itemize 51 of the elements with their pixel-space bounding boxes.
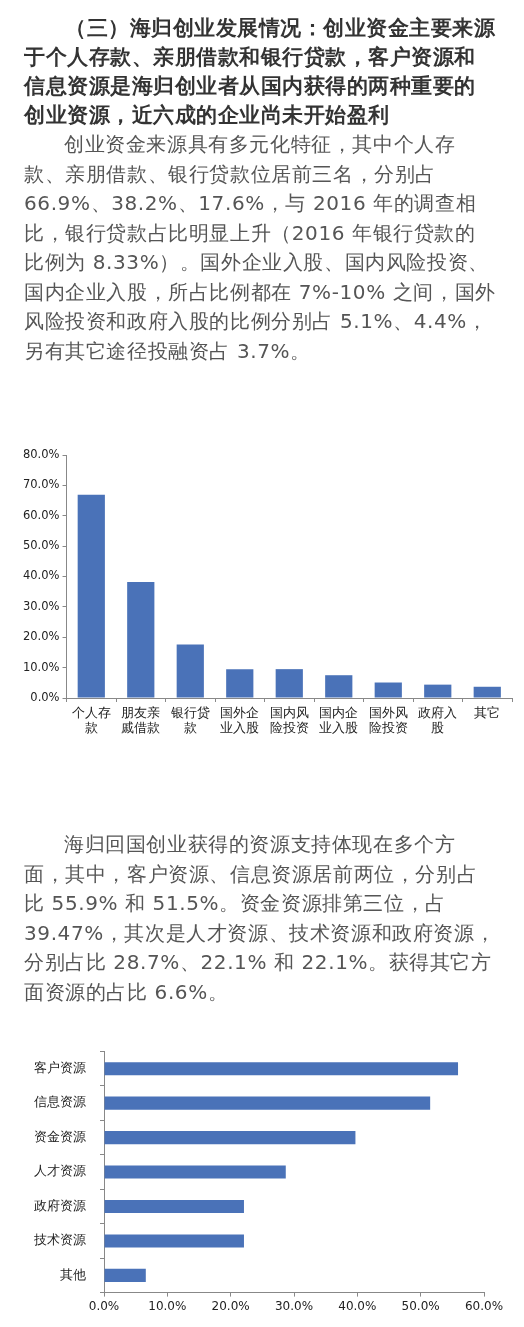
y-tick-label: 70.0% [22, 477, 60, 492]
bar [275, 669, 303, 698]
x-tick-label: 40.0% [338, 1298, 377, 1313]
x-tick-label: 银行贷款 [169, 704, 210, 735]
bar [374, 682, 402, 698]
y-tick-label: 资金资源 [34, 1128, 86, 1144]
bar [226, 669, 254, 698]
x-tick-label: 国外风险投资 [368, 704, 408, 735]
bar [127, 581, 155, 698]
y-tick-label: 10.0% [22, 659, 60, 674]
bar [104, 1062, 459, 1076]
bar [325, 675, 353, 698]
bar [104, 1199, 244, 1214]
x-tick-label: 50.0% [401, 1298, 440, 1313]
x-tick-label: 国内风险投资 [269, 704, 309, 735]
bar [104, 1096, 431, 1110]
y-tick-label: 信息资源 [34, 1094, 86, 1110]
x-tick-label: 0.0% [88, 1298, 120, 1313]
bar [424, 684, 452, 698]
y-tick-label: 20.0% [22, 629, 60, 644]
y-tick-label: 人才资源 [34, 1163, 86, 1179]
bar [473, 686, 501, 698]
bar [176, 644, 204, 698]
bar [104, 1234, 244, 1248]
y-tick-label: 技术资源 [33, 1232, 86, 1248]
y-tick-label: 其他 [60, 1266, 86, 1282]
y-tick-label: 60.0% [22, 507, 60, 522]
y-tick-label: 40.0% [22, 568, 60, 583]
x-tick-label: 60.0% [464, 1298, 504, 1313]
x-tick-label: 国外企业入股 [220, 704, 260, 735]
y-tick-label: 0.0% [30, 689, 60, 704]
x-tick-label: 朋友亲戚借款 [121, 704, 161, 735]
bar [104, 1268, 146, 1282]
x-tick-label: 国内企业入股 [319, 704, 359, 735]
bar [77, 494, 105, 698]
y-tick-label: 50.0% [22, 538, 60, 553]
bar [104, 1165, 286, 1179]
x-tick-label: 30.0% [274, 1298, 314, 1313]
text: 创业资金来源具有多元化特征，其中个人存款、亲朋借款、银行贷款位居前三名，分别占66.9%、38.2%、17.6%，与 2016 年的调查相比，银行贷款占比明显上升（2016 年银行贷款的比例为 8.33%）。国外企业入股、国内风险投资、国内企业入股，所占比例都在 7%-10% 之间，国外风险投资和政府入股的比例分别占 5.1%、4.4%，另有其它途径投融资占 3.7%。 [24, 131, 496, 365]
bar [104, 1131, 356, 1145]
x-tick-label: 20.0% [211, 1298, 250, 1313]
x-tick-label: 个人存款 [71, 704, 111, 735]
x-tick-label: 其它 [474, 704, 501, 720]
x-tick-label: 10.0% [148, 1298, 187, 1313]
y-tick-label: 客户资源 [34, 1059, 86, 1075]
y-tick-label: 80.0% [22, 446, 60, 461]
y-tick-label: 政府资源 [34, 1197, 86, 1213]
chart-title: （三）海归创业发展情况：创业资金主要来源于个人存款、亲朋借款和银行贷款，客户资源和信息资源是海归创业者从国内获得的两种重要的创业资源，近六成的企业尚未开始盈利 [24, 15, 496, 129]
x-tick-label: 政府入股 [418, 704, 458, 735]
text: 海归回国创业获得的资源支持体现在多个方面，其中，客户资源、信息资源居前两位，分别占比 55.9% 和 51.5%。资金资源排第三位，占39.47%，其次是人才资源、技术资源和政府资源，分别占比 28.7%、22.1% 和 22.1%。获得其它方面资源的占比 6.6%。 [24, 831, 496, 1006]
y-tick-label: 30.0% [22, 598, 60, 613]
